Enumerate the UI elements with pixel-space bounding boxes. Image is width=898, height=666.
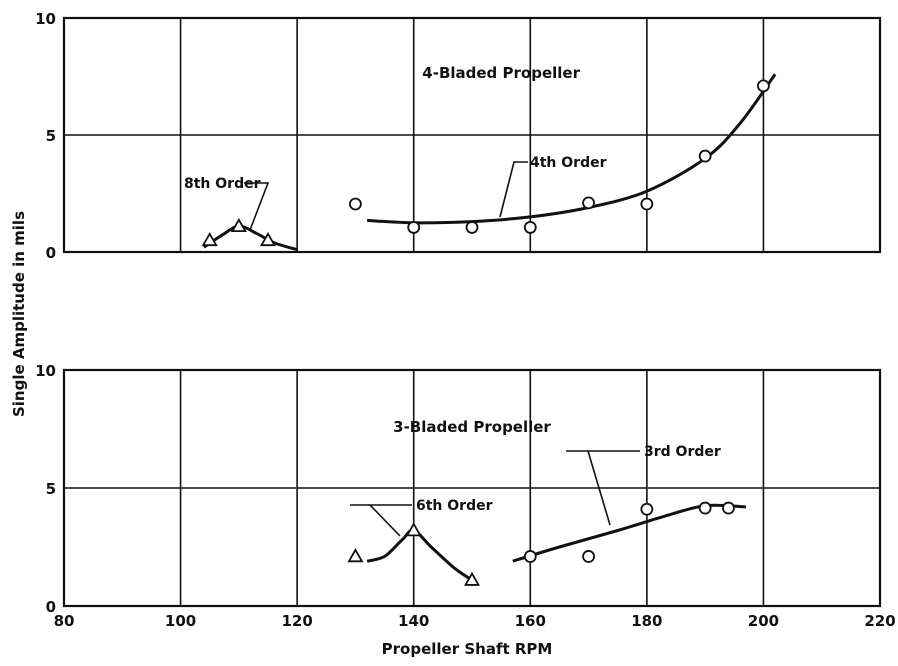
data-point (698, 149, 712, 163)
annotation-leader (368, 504, 412, 537)
series-curve (512, 503, 746, 563)
annotation-leader (244, 182, 270, 231)
x-tick-label: 120 (281, 612, 312, 630)
data-point (230, 217, 247, 233)
plot-frame (62, 368, 882, 608)
series-curve (203, 224, 298, 252)
y-tick-label: 5 (46, 127, 56, 145)
series-4th-order (349, 73, 777, 234)
data-point (698, 501, 712, 515)
data-point (201, 231, 218, 247)
series-8th-order (201, 217, 298, 252)
data-point (405, 522, 422, 537)
series-annotation: 8th Order (184, 176, 261, 192)
data-point (465, 221, 479, 234)
series-6th-order (347, 522, 481, 586)
y-tick-label: 0 (46, 598, 56, 616)
x-tick-label: 140 (398, 612, 429, 630)
panel-title: 4-Bladed Propeller (422, 64, 580, 82)
data-point (523, 550, 537, 563)
series-curve (366, 528, 473, 582)
data-point (259, 231, 277, 247)
data-point (722, 501, 735, 515)
series-annotation: 3rd Order (644, 444, 721, 460)
y-tick-label: 10 (35, 362, 56, 380)
y-axis-label: Single Amplitude in mils (10, 211, 28, 417)
panel-bottom: 0 5 10 80 100 120 140 160 180 200 220 3-Bladed Prop… (35, 362, 896, 630)
data-point (640, 502, 654, 516)
x-axis-label: Propeller Shaft RPM (382, 640, 553, 658)
data-point (523, 221, 537, 234)
x-tick-label: 220 (864, 612, 895, 630)
data-point (582, 196, 595, 210)
series-3rd-order (512, 501, 746, 563)
series-curve (367, 73, 777, 225)
data-point (347, 548, 364, 563)
y-tick-label: 5 (46, 480, 56, 498)
x-tick-label: 80 (54, 612, 75, 630)
y-tick-label: 10 (35, 10, 56, 28)
panel-top: 0 5 10 4-Bladed Propeller (35, 10, 882, 262)
data-point (463, 571, 481, 586)
data-point (640, 197, 654, 211)
series-annotation: 4th Order (530, 155, 607, 171)
data-point (407, 221, 421, 234)
data-point (349, 197, 362, 211)
x-tick-label: 100 (165, 612, 196, 630)
panel-title: 3-Bladed Propeller (393, 418, 551, 436)
data-point (582, 550, 595, 563)
data-point (757, 79, 770, 93)
y-tick-label: 0 (46, 244, 56, 262)
series-annotation: 6th Order (416, 498, 493, 514)
x-tick-label: 200 (748, 612, 779, 630)
x-tick-label: 180 (631, 612, 662, 630)
annotation-leader (499, 161, 528, 218)
x-tick-label: 160 (515, 612, 546, 630)
plot-frame (62, 16, 882, 254)
